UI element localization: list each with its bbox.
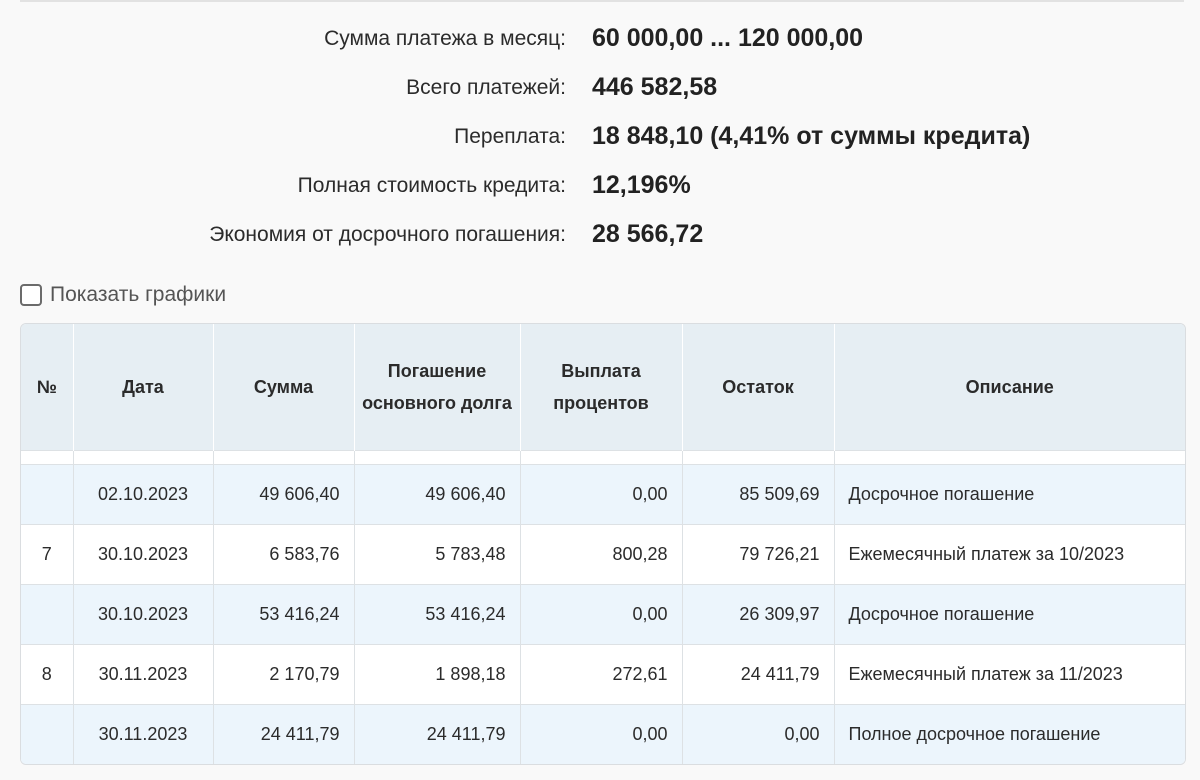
table-row: 30.10.2023 53 416,24 53 416,24 0,00 26 3… — [21, 584, 1185, 645]
cell-principal: 1 898,18 — [354, 644, 521, 705]
summary-value: 28 566,72 — [592, 220, 704, 248]
header-sum[interactable]: Сумма — [213, 324, 355, 451]
loan-summary: Сумма платежа в месяц: 60 000,00 ... 120… — [0, 14, 1200, 259]
summary-value: 18 848,10 (4,41% от суммы кредита) — [592, 122, 1031, 150]
header-principal[interactable]: Погашение основного долга — [354, 324, 521, 451]
table-row: 30.11.2023 24 411,79 24 411,79 0,00 0,00… — [21, 704, 1185, 764]
summary-value: 446 582,58 — [592, 73, 718, 101]
cell-balance: 24 411,79 — [682, 644, 835, 705]
top-divider — [20, 0, 1184, 3]
summary-row-full-cost: Полная стоимость кредита: 12,196% — [0, 161, 1200, 210]
cell-description: Досрочное погашение — [834, 584, 1185, 645]
cell-num: 8 — [21, 644, 74, 705]
header-num[interactable]: № — [21, 324, 74, 451]
summary-value: 12,196% — [592, 171, 691, 199]
cell-description: Полное досрочное погашение — [834, 704, 1185, 764]
summary-label: Сумма платежа в месяц: — [324, 26, 566, 50]
header-balance[interactable]: Остаток — [682, 324, 835, 451]
show-charts-checkbox[interactable] — [20, 284, 42, 306]
cell-date: 02.10.2023 — [73, 464, 214, 525]
summary-row-early-repayment-savings: Экономия от досрочного погашения: 28 566… — [0, 210, 1200, 259]
cell-description: Ежемесячный платеж за 10/2023 — [834, 524, 1185, 585]
cell-sum: 6 583,76 — [213, 524, 355, 585]
cell-num — [21, 464, 74, 525]
cell-num — [21, 584, 74, 645]
table-header-row: № Дата Сумма Погашение основного долга В… — [21, 324, 1185, 451]
cell-balance: 0,00 — [682, 704, 835, 764]
header-description[interactable]: Описание — [834, 324, 1185, 451]
cell-sum: 24 411,79 — [213, 704, 355, 764]
cell-sum: 49 606,40 — [213, 464, 355, 525]
cell-interest: 800,28 — [520, 524, 683, 585]
cell-num — [21, 704, 74, 764]
summary-label: Полная стоимость кредита: — [297, 173, 566, 197]
cell-interest: 0,00 — [520, 584, 683, 645]
table-row: 7 30.10.2023 6 583,76 5 783,48 800,28 79… — [21, 524, 1185, 585]
table-spacer-row — [21, 450, 1185, 465]
cell-sum: 2 170,79 — [213, 644, 355, 705]
show-charts-toggle[interactable]: Показать графики — [20, 281, 226, 309]
cell-description: Ежемесячный платеж за 11/2023 — [834, 644, 1185, 705]
header-date[interactable]: Дата — [73, 324, 214, 451]
summary-label: Всего платежей: — [406, 75, 566, 99]
cell-principal: 49 606,40 — [354, 464, 521, 525]
cell-date: 30.10.2023 — [73, 524, 214, 585]
table-row: 02.10.2023 49 606,40 49 606,40 0,00 85 5… — [21, 464, 1185, 525]
cell-date: 30.11.2023 — [73, 704, 214, 764]
cell-balance: 85 509,69 — [682, 464, 835, 525]
summary-value: 60 000,00 ... 120 000,00 — [592, 24, 864, 52]
summary-row-overpayment: Переплата: 18 848,10 (4,41% от суммы кре… — [0, 112, 1200, 161]
cell-date: 30.11.2023 — [73, 644, 214, 705]
header-interest[interactable]: Выплата процентов — [520, 324, 683, 451]
summary-label: Экономия от досрочного погашения: — [209, 222, 566, 246]
show-charts-label: Показать графики — [50, 283, 227, 306]
cell-description: Досрочное погашение — [834, 464, 1185, 525]
cell-interest: 0,00 — [520, 464, 683, 525]
cell-balance: 79 726,21 — [682, 524, 835, 585]
summary-row-total-payments: Всего платежей: 446 582,58 — [0, 63, 1200, 112]
cell-interest: 0,00 — [520, 704, 683, 764]
cell-sum: 53 416,24 — [213, 584, 355, 645]
cell-balance: 26 309,97 — [682, 584, 835, 645]
table-row: 8 30.11.2023 2 170,79 1 898,18 272,61 24… — [21, 644, 1185, 705]
summary-row-monthly-payment: Сумма платежа в месяц: 60 000,00 ... 120… — [0, 14, 1200, 63]
cell-date: 30.10.2023 — [73, 584, 214, 645]
cell-interest: 272,61 — [520, 644, 683, 705]
cell-principal: 53 416,24 — [354, 584, 521, 645]
payment-schedule-table: № Дата Сумма Погашение основного долга В… — [20, 323, 1186, 765]
cell-principal: 5 783,48 — [354, 524, 521, 585]
cell-principal: 24 411,79 — [354, 704, 521, 764]
summary-label: Переплата: — [454, 124, 566, 148]
cell-num: 7 — [21, 524, 74, 585]
